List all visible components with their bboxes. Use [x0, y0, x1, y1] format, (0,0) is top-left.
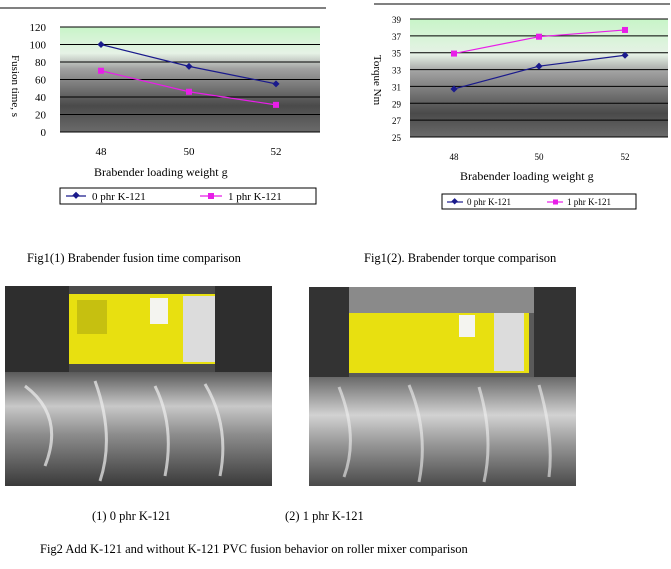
legend-label-series2: 1 phr K-121 — [567, 197, 611, 207]
roller-mixer-photo-0-phr-image — [5, 286, 272, 486]
y-axis-label: Fusion time, s — [9, 55, 21, 117]
x-axis-label: Brabender loading weight g — [94, 165, 228, 179]
legend-box — [441, 193, 637, 210]
y-tick-label: 100 — [30, 40, 47, 52]
y-tick-label: 29 — [392, 99, 402, 109]
y-tick-label: 120 — [30, 22, 47, 34]
data-point — [535, 62, 543, 70]
fusion-time-chart: 0 20 40 60 80 100 120 48 50 52 Fusion time, s Br… — [0, 0, 340, 215]
data-point — [273, 101, 279, 108]
data-point — [621, 51, 629, 59]
legend-label-series1: 0 phr K-121 — [92, 191, 146, 203]
data-point — [185, 62, 193, 70]
roller-mixer-photo-1-phr-image — [309, 287, 576, 486]
y-tick-label: 25 — [392, 133, 402, 143]
y-tick-label: 33 — [392, 66, 402, 76]
legend-label-series1: 0 phr K-121 — [467, 197, 511, 207]
data-point — [451, 50, 457, 57]
y-tick-label: 35 — [392, 49, 402, 59]
x-axis-label: Brabender loading weight g — [460, 169, 594, 183]
roller-mixer-photo-1-phr — [309, 287, 576, 486]
data-point — [272, 80, 280, 88]
photo2-caption: (2) 1 phr K-121 — [285, 509, 364, 523]
legend-box — [59, 187, 317, 205]
legend-marker-series1 — [451, 198, 458, 205]
x-tick-label: 48 — [96, 146, 108, 158]
x-tick-label: 50 — [535, 152, 545, 162]
data-point — [186, 88, 192, 95]
y-tick-label: 60 — [35, 75, 47, 87]
y-tick-label: 20 — [35, 110, 47, 122]
legend-marker-series2 — [208, 193, 214, 199]
fig1-2-caption: Fig1(2). Brabender torque comparison — [364, 251, 557, 265]
fusion-time-chart-svg: 0 20 40 60 80 100 120 48 50 52 Fusion time, s Br… — [0, 7, 326, 205]
x-tick-label: 52 — [621, 152, 630, 162]
roller-mixer-photo-0-phr — [5, 286, 272, 486]
x-tick-label: 48 — [450, 152, 460, 162]
torque-chart-svg: 25 27 29 31 33 35 37 39 48 50 52 Torque Nm Braben… — [371, 3, 670, 210]
data-point — [98, 67, 104, 74]
fig2-caption: Fig2 Add K-121 and without K-121 PVC fus… — [40, 542, 468, 556]
y-tick-label: 37 — [392, 32, 402, 42]
y-axis-label: Torque Nm — [371, 55, 383, 106]
fig1-1-caption: Fig1(1) Brabender fusion time comparison — [27, 251, 241, 265]
photo1-caption: (1) 0 phr K-121 — [92, 509, 171, 523]
y-tick-label: 31 — [392, 82, 401, 92]
y-tick-label: 27 — [392, 116, 402, 126]
data-point — [536, 33, 542, 40]
y-tick-label: 40 — [35, 92, 47, 104]
y-tick-label: 39 — [392, 15, 402, 25]
y-tick-label: 0 — [41, 127, 47, 139]
data-point — [450, 85, 458, 93]
legend: 0 phr K-121 1 phr K-121 — [441, 193, 637, 210]
legend: 0 phr K-121 1 phr K-121 — [59, 187, 317, 205]
legend-marker-series2 — [553, 199, 558, 205]
legend-marker-series1 — [72, 191, 80, 199]
y-tick-label: 80 — [35, 57, 47, 69]
x-tick-label: 50 — [184, 146, 196, 158]
torque-chart: 25 27 29 31 33 35 37 39 48 50 52 Torque Nm Braben… — [350, 0, 671, 215]
data-point — [622, 26, 628, 33]
legend-label-series2: 1 phr K-121 — [228, 191, 282, 203]
x-tick-label: 52 — [271, 146, 282, 158]
